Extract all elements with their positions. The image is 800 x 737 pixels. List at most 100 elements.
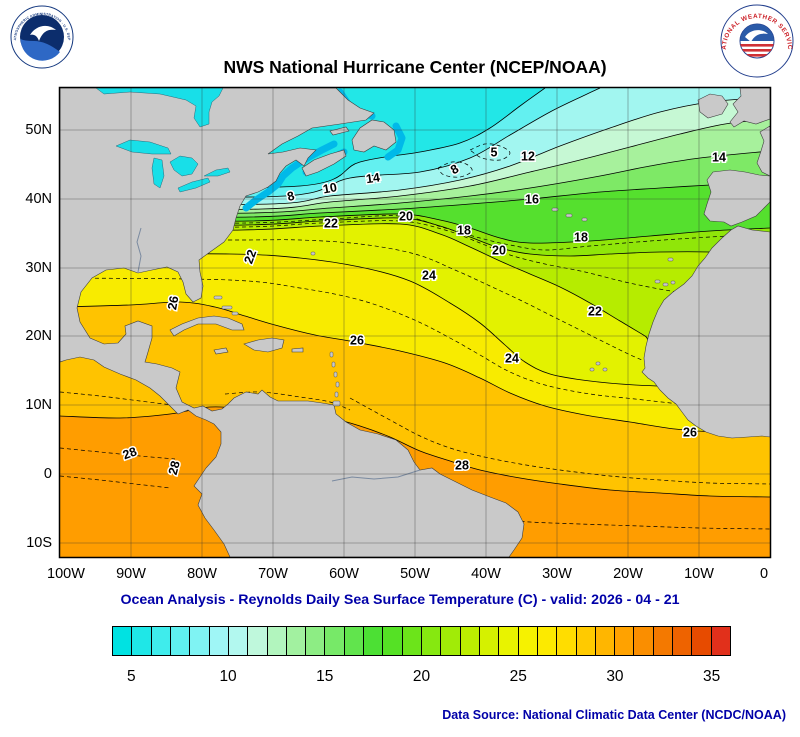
- contour-label: 22: [324, 216, 338, 230]
- contour-label: 24: [422, 268, 436, 282]
- colorbar-cell: [306, 627, 326, 655]
- hispaniola: [243, 337, 285, 353]
- colorbar-cell: [113, 627, 133, 655]
- small-islands: [213, 207, 676, 407]
- puerto-rico: [291, 347, 304, 353]
- inland-water-layer: [95, 88, 231, 193]
- colorbar-tick: 35: [703, 668, 721, 685]
- map-frame: [58, 86, 772, 559]
- contour-label: 22: [241, 248, 259, 266]
- contour-label: 26: [683, 425, 697, 439]
- nws-logo: NATIONAL WEATHER SERVICE: [719, 3, 794, 78]
- contour-label: 26: [165, 295, 181, 311]
- lon-tick-label: 20W: [613, 566, 643, 582]
- contour-label: 22: [588, 304, 602, 318]
- colorbar-cell: [383, 627, 403, 655]
- colorbar-cell: [422, 627, 442, 655]
- colorbar-tick: 15: [316, 668, 334, 685]
- contour-label: 28: [455, 458, 469, 472]
- colorbar-cell: [479, 627, 500, 655]
- lon-tick-label: 10W: [684, 566, 714, 582]
- contour-label: 10: [322, 180, 338, 196]
- lon-tick-label: 90W: [116, 566, 146, 582]
- lat-tick-label: 10S: [26, 535, 52, 551]
- colorbar-cell: [460, 627, 480, 655]
- contour-label: 14: [712, 150, 726, 164]
- colorbar-cell: [634, 627, 654, 655]
- anticosti-island: [329, 126, 350, 136]
- contour-label: 5: [491, 145, 498, 159]
- nws-bird-icon: [745, 30, 768, 42]
- cuba: [169, 315, 245, 337]
- colorbar-cell: [537, 627, 558, 655]
- lon-tick-label: 0: [759, 566, 769, 582]
- land-layer: [60, 88, 770, 557]
- lon-tick-label: 50W: [400, 566, 430, 582]
- contour-label: 24: [505, 351, 519, 365]
- colorbar-cell: [267, 627, 287, 655]
- lake-ontario: [203, 167, 231, 177]
- ireland: [697, 93, 729, 119]
- colorbar-cell: [557, 627, 577, 655]
- lon-tick-label: 40W: [471, 566, 501, 582]
- lon-tick-label: 100W: [47, 566, 85, 582]
- contour-label: 18: [574, 230, 588, 244]
- colorbar-cell: [151, 627, 171, 655]
- colorbar-cell: [711, 627, 730, 655]
- rivers: [136, 227, 421, 482]
- temperature-colorbar: [112, 626, 731, 656]
- great-britain: [729, 88, 770, 128]
- colorbar-cell: [132, 627, 152, 655]
- contour-label: 16: [525, 192, 539, 206]
- colorbar-cell: [595, 627, 616, 655]
- colorbar-cell: [402, 627, 422, 655]
- colorbar-tick: 10: [219, 668, 237, 685]
- colorbar-cell: [364, 627, 384, 655]
- colorbar-cell: [576, 627, 596, 655]
- colorbar-cell: [518, 627, 538, 655]
- lat-tick-label: 20N: [25, 328, 52, 344]
- colorbar-cell: [615, 627, 635, 655]
- lake-superior: [115, 139, 172, 155]
- iberia: [703, 169, 770, 227]
- lon-tick-label: 70W: [258, 566, 288, 582]
- colorbar-tick: 30: [606, 668, 624, 685]
- figure-caption: Ocean Analysis - Reynolds Daily Sea Surf…: [120, 592, 680, 608]
- colorbar-tick: 25: [509, 668, 527, 685]
- colorbar-cell: [673, 627, 693, 655]
- newfoundland: [351, 119, 397, 153]
- lake-huron: [169, 155, 199, 177]
- france-coast: [756, 125, 770, 177]
- colorbar-cell: [190, 627, 210, 655]
- contour-label: 28: [121, 444, 139, 462]
- colorbar-cell: [653, 627, 674, 655]
- colorbar-cell: [344, 627, 365, 655]
- colorbar-cell: [441, 627, 461, 655]
- contour-label: 18: [457, 223, 471, 237]
- page-title: NWS National Hurricane Center (NCEP/NOAA…: [223, 57, 607, 77]
- hudson-bay: [95, 88, 224, 128]
- contour-label: 20: [399, 209, 413, 223]
- lake-erie: [177, 177, 211, 193]
- lat-tick-label: 10N: [25, 397, 52, 413]
- colorbar-tick: 5: [127, 668, 136, 685]
- lat-tick-label: 30N: [25, 260, 52, 276]
- contour-label: 28: [166, 459, 183, 476]
- colorbar-cell: [499, 627, 519, 655]
- colorbar-cell: [248, 627, 268, 655]
- americas-landmass: [60, 88, 525, 557]
- colorbar-cell: [228, 627, 249, 655]
- lon-tick-label: 80W: [187, 566, 217, 582]
- data-source-note: Data Source: National Climatic Data Cent…: [442, 708, 786, 722]
- lat-tick-label: 50N: [25, 122, 52, 138]
- nova-scotia: [301, 149, 347, 177]
- contour-label: 26: [350, 333, 364, 347]
- colorbar-cell: [286, 627, 307, 655]
- noaa-bird-icon: [30, 25, 56, 41]
- contour-label: 12: [521, 149, 535, 163]
- contour-label: 14: [365, 170, 381, 186]
- colorbar-cell: [325, 627, 345, 655]
- lat-tick-label: 40N: [25, 191, 52, 207]
